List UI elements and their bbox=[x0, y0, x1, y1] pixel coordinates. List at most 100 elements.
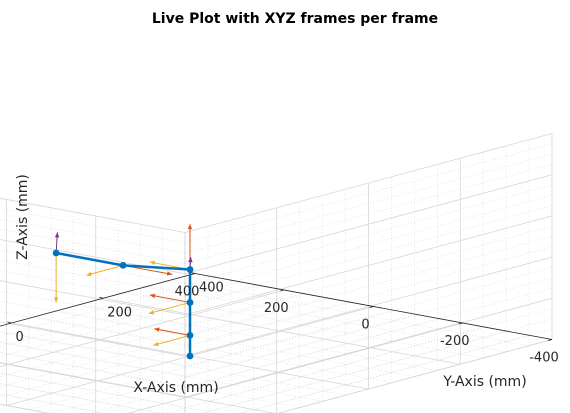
gridline bbox=[0, 302, 352, 398]
gridline bbox=[0, 290, 186, 326]
x-tick-label: 0 bbox=[361, 318, 369, 333]
gridline bbox=[0, 341, 323, 402]
gridline bbox=[0, 280, 186, 316]
frame-z-arrow-head bbox=[54, 232, 60, 238]
gridline bbox=[184, 143, 553, 244]
y-axis-label: Y-Axis (mm) bbox=[442, 374, 526, 390]
ticks-layer: 01002003004005004002000-200-400-400-2000… bbox=[16, 281, 559, 366]
joint-marker bbox=[186, 299, 194, 306]
gridline bbox=[184, 195, 553, 295]
frame-x-arrow-head bbox=[187, 224, 193, 230]
gridline bbox=[0, 281, 240, 347]
y-tick-mark bbox=[7, 321, 12, 324]
frame-y-arrow bbox=[153, 334, 191, 346]
frame-x-arrow bbox=[149, 294, 191, 303]
gridline bbox=[184, 267, 553, 367]
gridline bbox=[184, 246, 553, 347]
x-tick-mark bbox=[369, 306, 374, 308]
gridline bbox=[184, 174, 553, 275]
gridline bbox=[0, 259, 186, 295]
gridline bbox=[0, 249, 186, 285]
joint-marker bbox=[186, 352, 194, 360]
gridline bbox=[0, 311, 186, 347]
gridline bbox=[34, 316, 392, 384]
gridline bbox=[0, 372, 218, 413]
joint-marker bbox=[186, 332, 194, 339]
y-tick-label: 400 bbox=[199, 281, 224, 296]
gridline bbox=[184, 153, 553, 254]
joint-marker bbox=[52, 249, 60, 257]
link-segment bbox=[54, 251, 125, 267]
grid-layer bbox=[0, 133, 553, 413]
frame-x-arrow-head bbox=[166, 271, 173, 276]
gridline bbox=[0, 352, 186, 388]
gridline bbox=[57, 310, 415, 377]
gridline bbox=[0, 218, 186, 254]
gridline bbox=[184, 297, 553, 398]
joint-marker bbox=[186, 266, 194, 273]
chart-title: Live Plot with XYZ frames per frame bbox=[152, 11, 438, 27]
frame-y-arrow-head bbox=[148, 310, 155, 315]
frame-z-arrow-head bbox=[188, 257, 193, 263]
frame-y-arrow bbox=[148, 301, 191, 315]
y-tick-label: 200 bbox=[107, 305, 132, 320]
gridline bbox=[184, 225, 553, 326]
gridline bbox=[0, 362, 275, 413]
gridline bbox=[184, 205, 553, 305]
gridline bbox=[0, 403, 50, 413]
gridline bbox=[0, 297, 329, 388]
joint-marker bbox=[119, 261, 127, 269]
gridline bbox=[0, 289, 285, 368]
frames-layer bbox=[53, 224, 193, 347]
gridline bbox=[0, 383, 161, 413]
frame-x-arrow bbox=[154, 328, 191, 336]
frame-x-arrow-head bbox=[149, 293, 156, 299]
x-tick-mark bbox=[458, 322, 463, 325]
y-axis-line bbox=[0, 273, 196, 327]
gridline bbox=[0, 342, 186, 377]
gridline bbox=[0, 300, 186, 336]
gridline bbox=[80, 304, 438, 371]
x-tick-label: -200 bbox=[440, 334, 470, 349]
gridline bbox=[202, 318, 553, 413]
gridline bbox=[184, 184, 553, 285]
gridline bbox=[184, 164, 553, 264]
gridline bbox=[184, 287, 553, 388]
gridline bbox=[0, 330, 346, 396]
gridline bbox=[0, 197, 186, 233]
gridline bbox=[28, 310, 396, 410]
gridline bbox=[172, 279, 530, 346]
gridline bbox=[52, 314, 419, 413]
link-segment bbox=[121, 264, 192, 271]
frame-x-arrow-head bbox=[154, 327, 160, 332]
x-tick-label: 200 bbox=[264, 301, 289, 316]
gridline bbox=[184, 277, 553, 377]
frame-y-arrow-head bbox=[53, 297, 59, 303]
x-tick-label: -400 bbox=[529, 351, 559, 366]
gridline bbox=[165, 326, 486, 413]
gridline bbox=[126, 291, 484, 359]
frame-y-arrow-head bbox=[153, 341, 159, 347]
links-layer bbox=[52, 249, 194, 360]
x-tick-mark bbox=[547, 339, 553, 341]
gridline bbox=[0, 351, 300, 408]
axes-layer bbox=[0, 272, 553, 341]
gridline bbox=[184, 236, 553, 336]
y-tick-label: 0 bbox=[16, 330, 24, 345]
gridline bbox=[0, 373, 186, 408]
gridline bbox=[0, 331, 186, 367]
gridline bbox=[0, 270, 186, 305]
gridline bbox=[0, 239, 186, 275]
z-axis-label: Z-Axis (mm) bbox=[15, 174, 31, 260]
x-tick-mark bbox=[280, 289, 285, 292]
gridline bbox=[0, 293, 307, 378]
y-tick-mark bbox=[99, 296, 104, 299]
gridline bbox=[184, 256, 553, 357]
gridline bbox=[0, 321, 186, 357]
x-tick-label: 400 bbox=[175, 285, 200, 300]
gridline bbox=[184, 215, 553, 316]
x-axis-label: X-Axis (mm) bbox=[133, 380, 218, 396]
gridline bbox=[184, 133, 553, 233]
gridline bbox=[240, 328, 553, 413]
